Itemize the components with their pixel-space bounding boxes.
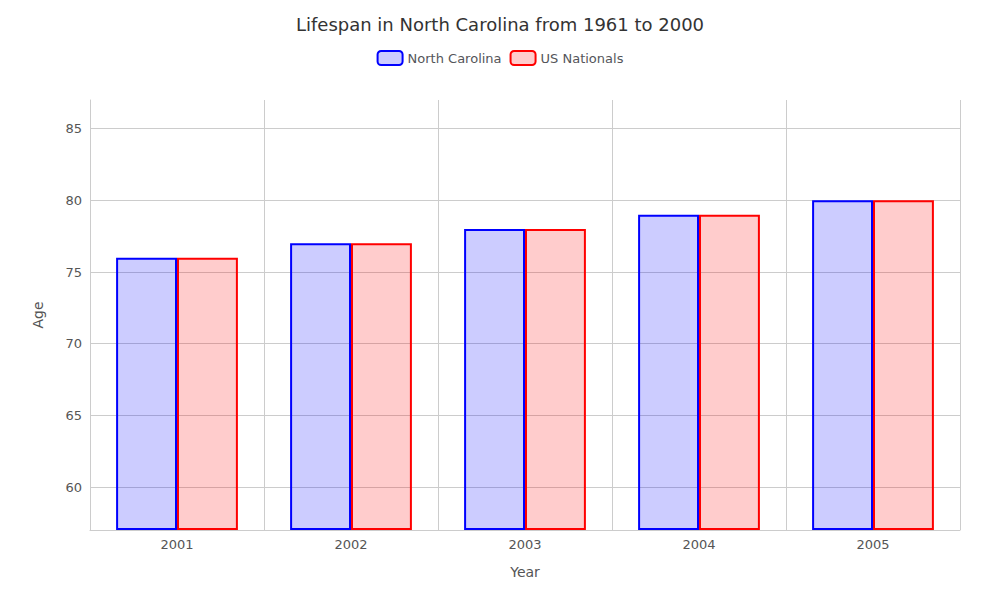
svg-text:2003: 2003: [508, 537, 541, 552]
svg-text:2005: 2005: [856, 537, 889, 552]
svg-text:Age: Age: [30, 301, 46, 328]
svg-text:70: 70: [65, 336, 82, 351]
svg-text:85: 85: [65, 121, 82, 136]
svg-text:Lifespan in North Carolina fro: Lifespan in North Carolina from 1961 to …: [296, 14, 704, 35]
svg-text:North Carolina: North Carolina: [408, 51, 502, 66]
svg-text:US Nationals: US Nationals: [541, 51, 624, 66]
svg-text:Year: Year: [509, 564, 540, 580]
svg-text:75: 75: [65, 265, 82, 280]
svg-text:65: 65: [65, 408, 82, 423]
svg-text:2004: 2004: [682, 537, 715, 552]
svg-text:2001: 2001: [160, 537, 193, 552]
svg-text:60: 60: [65, 480, 82, 495]
svg-text:80: 80: [65, 193, 82, 208]
svg-text:2002: 2002: [334, 537, 367, 552]
